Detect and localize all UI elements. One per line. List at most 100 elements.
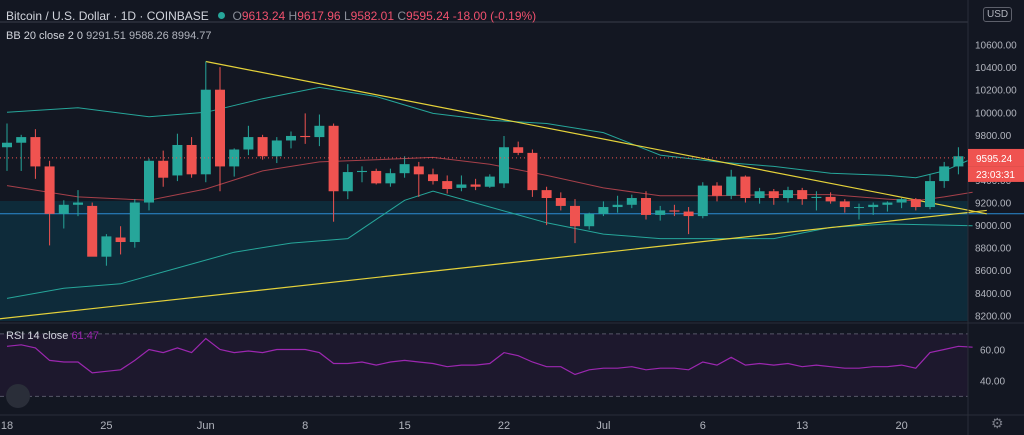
candle-body	[712, 185, 722, 196]
candle-body	[357, 170, 367, 173]
rsi-value: 61.47	[71, 330, 99, 342]
candle-body	[129, 202, 140, 243]
candle-body	[598, 207, 609, 214]
candle-body	[726, 176, 737, 196]
time-tick-label: Jul	[596, 420, 610, 432]
price-tick-label: 10400.00	[975, 63, 1017, 74]
candle-body	[768, 191, 779, 199]
candle-body	[939, 166, 950, 182]
bollinger-lower-value: 8994.77	[171, 30, 212, 42]
close-value: 9595.24	[406, 9, 450, 23]
countdown-tag	[968, 166, 1024, 182]
tradingview-logo-icon	[6, 384, 30, 408]
candle-body	[697, 185, 708, 217]
price-tick-label: 8800.00	[975, 244, 1012, 255]
candle-body	[73, 202, 83, 205]
candle-body	[243, 137, 254, 150]
candle-body	[570, 205, 580, 227]
candle-body	[385, 173, 396, 184]
candle-body	[399, 164, 410, 174]
candle-body	[612, 204, 623, 208]
time-tick-label: 8	[302, 420, 308, 432]
time-tick-label: 25	[100, 420, 112, 432]
candle-body	[101, 236, 112, 257]
candle-body	[271, 140, 282, 157]
trendline-2	[0, 209, 987, 320]
candle-body	[286, 135, 296, 141]
price-tick-label: 10600.00	[975, 41, 1017, 52]
candle-body	[541, 190, 552, 199]
time-tick-label: 15	[398, 420, 410, 432]
price-tick-label: 10000.00	[975, 108, 1017, 119]
candle-body	[839, 201, 850, 208]
candle-body	[484, 176, 495, 187]
currency-badge[interactable]: USD	[983, 7, 1013, 22]
rsi-pane[interactable]	[0, 333, 973, 397]
rsi-legend[interactable]: RSI 14 close 61.47	[6, 330, 99, 342]
candle-body	[626, 198, 637, 205]
bollinger-legend[interactable]: BB 20 close 2 0 9291.51 9588.26 8994.77	[6, 30, 212, 42]
high-label: H	[288, 9, 298, 23]
time-tick-label: 13	[796, 420, 808, 432]
change-percent: (-0.19%)	[490, 9, 537, 23]
candle-body	[669, 210, 680, 212]
candle-body	[910, 199, 921, 208]
trendline-1	[205, 60, 987, 215]
rsi-label: RSI 14 close	[6, 330, 69, 342]
bollinger-basis-line	[6, 156, 973, 202]
candle-body	[783, 190, 793, 199]
candle-body	[825, 196, 836, 202]
bollinger-upper-value: 9588.26	[128, 30, 169, 42]
candle-body	[683, 211, 694, 217]
candle-body	[925, 181, 935, 208]
candle-body	[513, 147, 524, 153]
open-value: 9613.24	[241, 9, 286, 23]
candle-body	[442, 181, 453, 189]
candle-body	[200, 89, 211, 175]
candle-body	[44, 166, 55, 214]
candle-body	[413, 166, 424, 175]
candle-body	[314, 125, 325, 138]
candle-body	[655, 210, 666, 215]
candle-body	[300, 135, 311, 138]
candle-body	[953, 156, 964, 167]
price-pane[interactable]	[0, 60, 1024, 320]
gear-icon[interactable]: ⚙	[991, 415, 1004, 431]
candle-body	[229, 149, 240, 167]
change-value: -18.00	[452, 9, 487, 23]
candle-body	[854, 207, 864, 209]
price-tick-label: 9800.00	[975, 131, 1012, 142]
candle-body	[371, 170, 382, 184]
symbol-name[interactable]: Bitcoin / U.S. Dollar	[6, 9, 111, 23]
high-value: 9617.96	[297, 9, 341, 23]
price-tick-label: 9200.00	[975, 199, 1012, 210]
candle-body	[257, 137, 268, 157]
countdown-label: 23:03:31	[976, 170, 1015, 181]
candle-body	[186, 144, 197, 175]
price-tick-label: 8400.00	[975, 289, 1012, 300]
time-tick-label: 6	[700, 420, 706, 432]
candle-body	[797, 190, 808, 200]
candle-body	[16, 137, 27, 143]
market-status-icon	[218, 12, 226, 19]
symbol-exchange: COINBASE	[146, 9, 209, 23]
last-price-label: 9595.24	[976, 154, 1013, 165]
open-label: O	[232, 9, 242, 23]
price-tick-label: 10200.00	[975, 86, 1017, 97]
candle-body	[215, 89, 225, 167]
candle-body	[2, 142, 12, 148]
candle-body	[811, 196, 822, 199]
candle-body	[740, 176, 751, 199]
last-price-tag	[968, 148, 1024, 167]
symbol-header: Bitcoin / U.S. Dollar · 1D · COINBASE O9…	[6, 9, 537, 23]
bollinger-basis-value: 9291.51	[86, 30, 126, 42]
price-tick-label: 8600.00	[975, 266, 1012, 277]
symbol-interval[interactable]: 1D	[120, 9, 137, 23]
candle-body	[115, 237, 126, 243]
candle-body	[641, 198, 651, 215]
time-tick-label: 20	[895, 420, 907, 432]
candle-body	[555, 198, 566, 206]
price-tick-label: 8200.00	[975, 311, 1012, 322]
